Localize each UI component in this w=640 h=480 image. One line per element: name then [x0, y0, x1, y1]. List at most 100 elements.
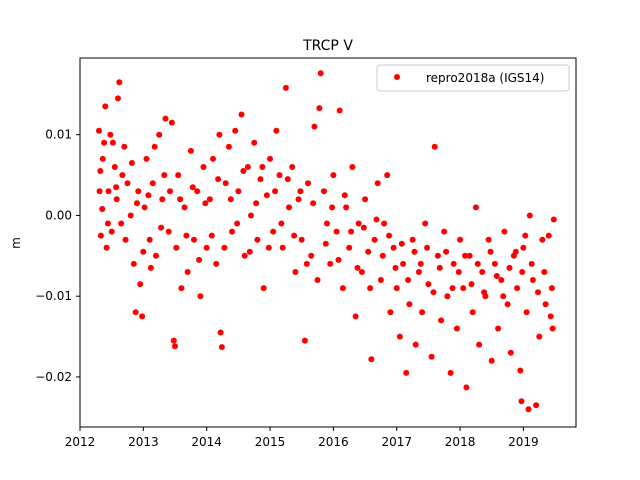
data-point — [191, 236, 197, 243]
data-point — [349, 164, 356, 170]
x-tick-label: 2014 — [191, 435, 222, 449]
data-point — [184, 269, 191, 275]
data-point — [301, 337, 308, 344]
data-point — [501, 228, 508, 235]
data-point — [97, 232, 104, 239]
data-point — [116, 79, 123, 86]
data-point — [536, 333, 543, 340]
data-point — [130, 260, 137, 267]
data-point — [462, 252, 469, 259]
data-point — [238, 111, 245, 118]
data-point — [447, 369, 454, 376]
data-point — [550, 216, 557, 223]
data-point — [428, 353, 435, 360]
data-point — [284, 176, 291, 183]
data-point — [203, 244, 210, 251]
data-point — [115, 95, 121, 102]
plot-frame — [79, 57, 577, 428]
data-point — [358, 269, 365, 275]
data-point — [158, 224, 165, 231]
data-point — [128, 160, 135, 166]
data-point — [479, 269, 486, 275]
data-point — [99, 155, 106, 162]
legend-label: repro2018a (IGS14) — [426, 71, 544, 85]
data-point — [518, 398, 525, 405]
data-point — [156, 131, 163, 138]
data-point — [333, 228, 340, 235]
data-point — [147, 264, 154, 271]
data-point — [336, 107, 343, 114]
data-point — [96, 127, 102, 134]
data-point — [409, 236, 416, 243]
data-point — [113, 184, 120, 191]
data-point — [355, 220, 362, 227]
data-point — [143, 155, 150, 162]
data-point — [468, 281, 475, 288]
data-point — [303, 260, 310, 267]
x-tick-label: 2018 — [445, 435, 476, 449]
data-point — [487, 248, 494, 255]
data-point — [151, 143, 158, 150]
data-point — [221, 244, 228, 251]
data-point — [539, 236, 546, 243]
data-point — [434, 252, 441, 259]
data-point — [367, 285, 374, 292]
data-point — [377, 277, 384, 283]
data-point — [113, 196, 120, 203]
data-point — [183, 232, 190, 239]
data-point — [197, 293, 204, 300]
legend-marker-icon — [394, 74, 400, 80]
data-point — [235, 188, 242, 195]
data-point — [240, 168, 247, 174]
data-point — [491, 260, 498, 267]
data-point — [260, 285, 267, 292]
y-tick-label: 0.00 — [45, 208, 72, 222]
data-point — [493, 273, 500, 279]
data-point — [121, 143, 128, 150]
data-point — [441, 228, 448, 235]
data-point — [411, 248, 418, 255]
data-point — [549, 325, 556, 332]
data-point — [335, 256, 342, 263]
data-point — [215, 176, 222, 183]
data-point — [132, 309, 139, 316]
data-point — [108, 228, 115, 235]
data-point — [105, 188, 112, 195]
data-point — [101, 139, 108, 146]
data-point — [257, 176, 264, 183]
data-point — [406, 301, 413, 308]
data-point — [305, 180, 311, 187]
data-point — [514, 285, 521, 292]
data-point — [512, 248, 519, 255]
data-point — [548, 285, 555, 292]
data-point — [202, 200, 209, 207]
data-point — [298, 236, 305, 243]
data-point — [320, 188, 327, 195]
data-point — [175, 172, 182, 179]
data-point — [373, 216, 380, 223]
data-point — [200, 164, 207, 170]
data-point — [476, 341, 483, 348]
data-point — [273, 127, 280, 134]
data-point — [246, 248, 253, 255]
data-point — [187, 147, 194, 154]
data-point — [368, 356, 375, 363]
data-point — [495, 325, 502, 332]
data-point — [381, 220, 388, 227]
data-point — [450, 260, 457, 267]
data-point — [109, 139, 116, 146]
data-point — [107, 131, 114, 138]
data-point — [317, 70, 324, 77]
data-point — [457, 236, 464, 243]
data-point — [523, 309, 530, 316]
data-point — [386, 232, 393, 239]
data-point — [403, 369, 410, 376]
data-point — [196, 256, 203, 263]
data-point — [316, 105, 323, 112]
data-point — [390, 244, 397, 251]
data-point — [279, 244, 286, 251]
data-point — [308, 252, 315, 259]
x-tick-label: 2015 — [255, 435, 286, 449]
data-point — [153, 252, 159, 259]
